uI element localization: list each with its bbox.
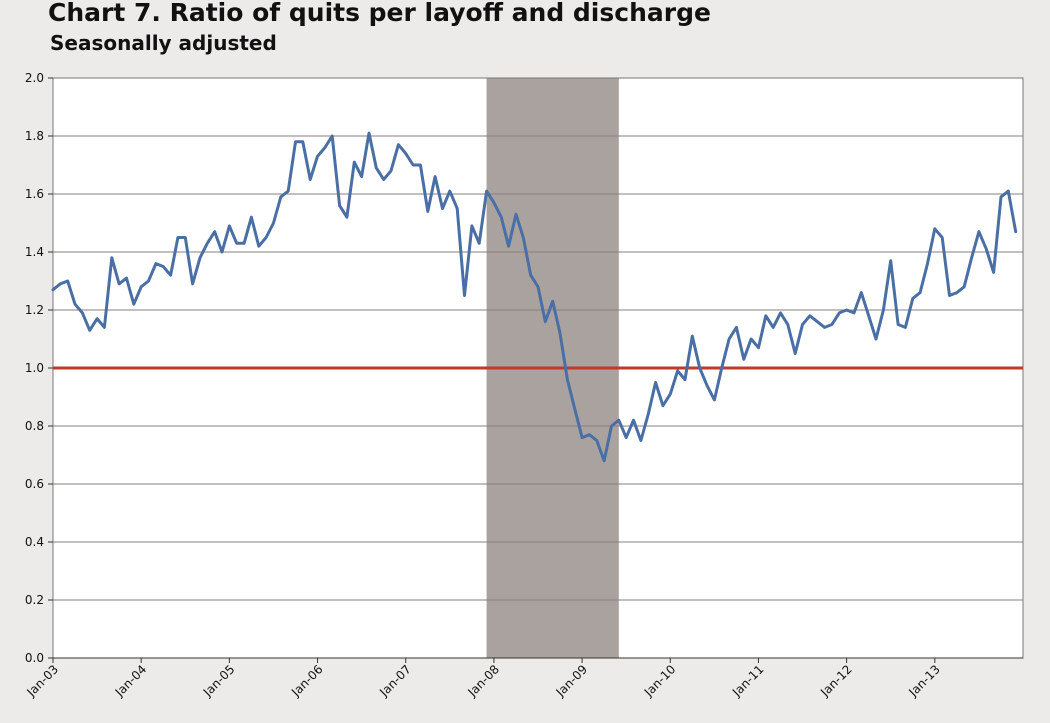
y-tick-label: 1.6 <box>25 187 44 201</box>
x-tick-label: Jan-13 <box>905 662 943 700</box>
x-tick-label: Jan-07 <box>376 662 414 700</box>
y-tick-label: 0.2 <box>25 593 44 607</box>
y-tick-label: 1.4 <box>25 245 44 259</box>
y-axis: 0.0 0.2 0.4 0.6 0.8 1.0 1.2 1.4 1.6 1.8 2.0 <box>25 71 53 665</box>
y-tick-label: 0.4 <box>25 535 44 549</box>
y-tick-label: 0.0 <box>25 651 44 665</box>
series <box>51 131 1018 463</box>
y-tick-label: 1.0 <box>25 361 44 375</box>
y-tick-label: 2.0 <box>25 71 44 85</box>
x-tick-label: Jan-03 <box>24 662 62 700</box>
x-tick-label: Jan-04 <box>112 662 150 700</box>
chart-subtitle: Seasonally adjusted <box>50 31 277 55</box>
x-tick-label: Jan-05 <box>200 662 238 700</box>
chart-title: Chart 7. Ratio of quits per layoff and d… <box>48 0 711 27</box>
y-tick-label: 0.8 <box>25 419 44 433</box>
y-tick-label: 0.6 <box>25 477 44 491</box>
y-tick-label: 1.2 <box>25 303 44 317</box>
x-tick-label: Jan-11 <box>729 662 767 700</box>
x-tick-label: Jan-12 <box>817 662 855 700</box>
y-tick-label: 1.8 <box>25 129 44 143</box>
x-tick-label: Jan-08 <box>464 662 502 700</box>
x-axis: Jan-03 Jan-04 Jan-05 Jan-06 Jan-07 Jan-08 Jan-… <box>24 657 1023 700</box>
x-tick-label: Jan-06 <box>288 662 326 700</box>
x-tick-label: Jan-10 <box>641 662 679 700</box>
x-tick-label: Jan-09 <box>553 662 591 700</box>
series-line <box>51 131 1018 463</box>
